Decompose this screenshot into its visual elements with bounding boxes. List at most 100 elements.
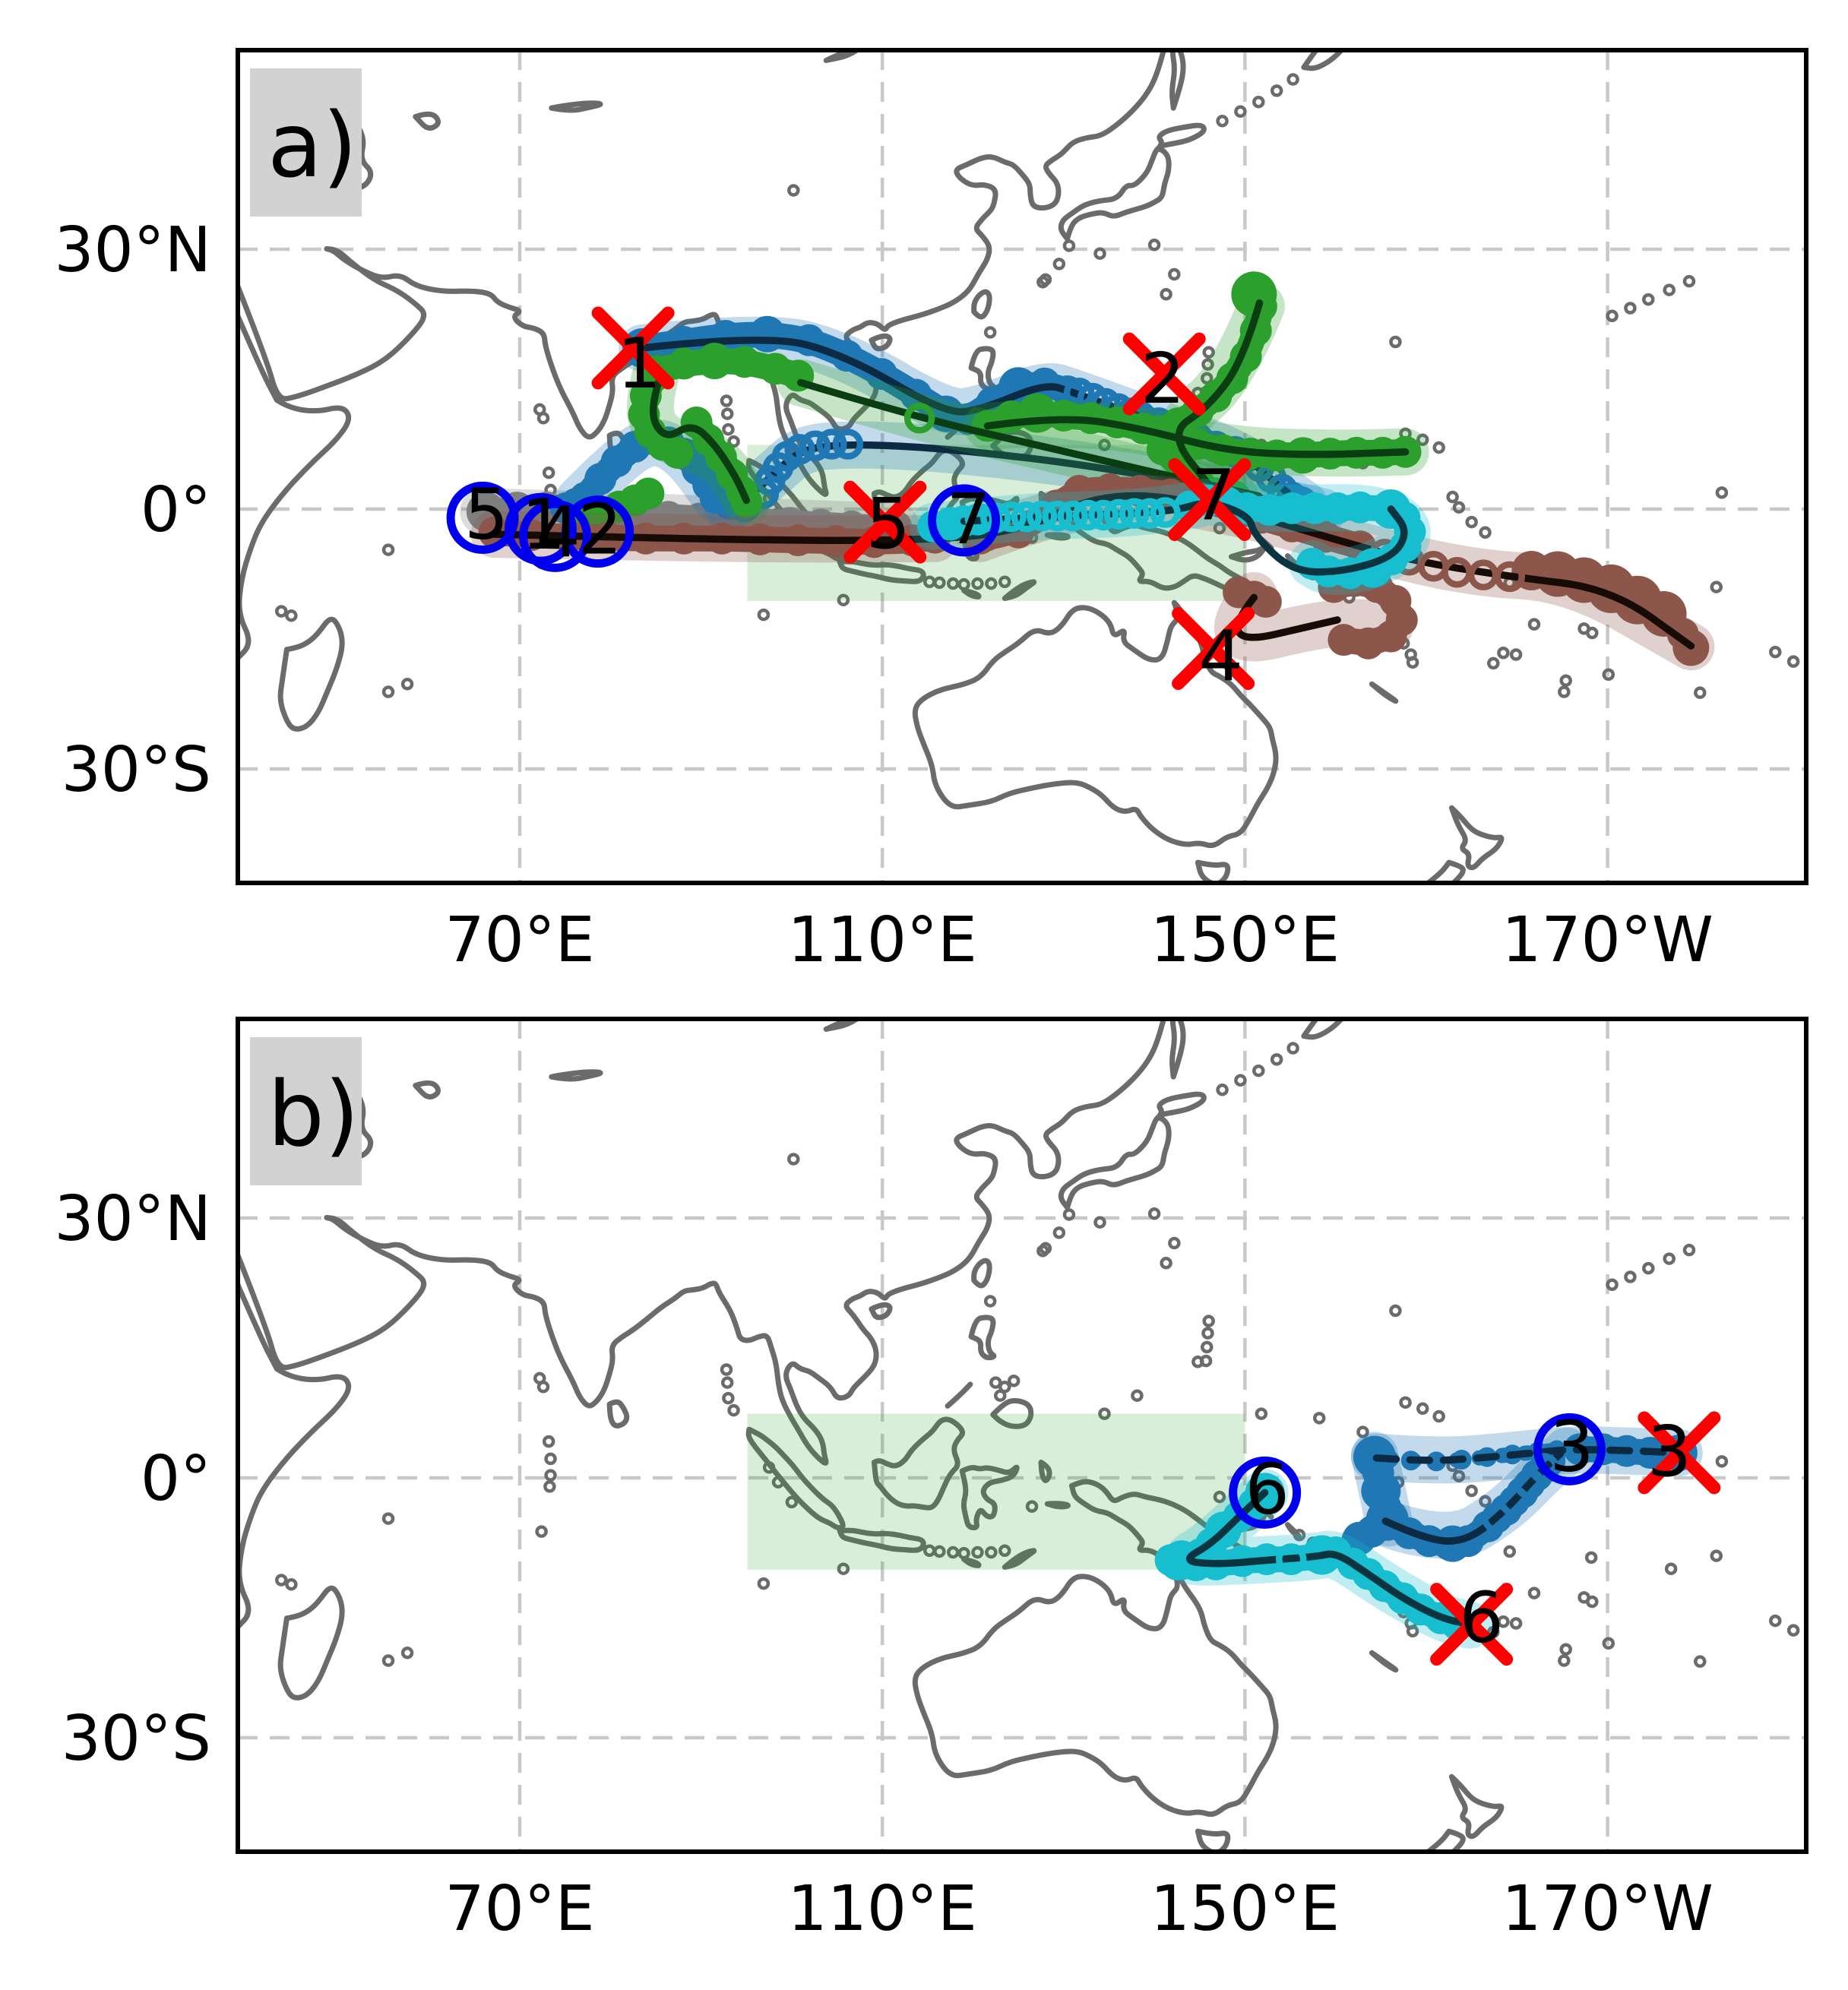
island-dot bbox=[837, 1562, 850, 1575]
island-dot bbox=[400, 1647, 414, 1659]
coastline bbox=[549, 100, 603, 113]
island-dot bbox=[542, 1435, 555, 1448]
x-tick-label: 70°E bbox=[445, 904, 594, 976]
track-blob bbox=[748, 315, 786, 353]
end-cross-3 bbox=[1638, 1411, 1721, 1495]
coastline bbox=[238, 50, 1167, 497]
coastline bbox=[1448, 805, 1505, 871]
island-dot bbox=[1406, 656, 1419, 669]
track-bead bbox=[1321, 492, 1354, 524]
island-dot bbox=[787, 184, 800, 197]
island-dot bbox=[1062, 239, 1076, 252]
x-tick-label: 170°W bbox=[1502, 904, 1714, 976]
coastline bbox=[1423, 1828, 1466, 1852]
island-dot bbox=[1389, 1304, 1402, 1318]
island-dot bbox=[1147, 239, 1161, 252]
track-ring-marker bbox=[1011, 501, 1043, 533]
island-dot bbox=[274, 1574, 288, 1587]
island-dot bbox=[1586, 1595, 1599, 1609]
island-dot bbox=[1452, 1470, 1466, 1482]
coastline bbox=[1195, 859, 1231, 883]
island-dot bbox=[1356, 1425, 1369, 1438]
island-dot bbox=[1682, 1243, 1696, 1257]
island-dot bbox=[757, 608, 771, 622]
island-dot bbox=[1509, 1617, 1523, 1630]
event-number-label: 7 bbox=[1191, 454, 1236, 536]
island-dot bbox=[985, 577, 998, 590]
island-dot bbox=[1234, 1074, 1247, 1087]
island-dot bbox=[544, 1452, 557, 1466]
coastline bbox=[823, 1019, 862, 1032]
end-cross-5 bbox=[843, 480, 927, 564]
coastline bbox=[1301, 50, 1345, 71]
island-dot bbox=[1416, 433, 1429, 447]
island-dot bbox=[720, 394, 733, 407]
coastline bbox=[1058, 1091, 1207, 1210]
coastline bbox=[869, 333, 893, 352]
end-cross-1 bbox=[591, 306, 675, 390]
track-ring-marker bbox=[799, 430, 831, 462]
panel-a-label: a) bbox=[267, 93, 357, 198]
island-dot bbox=[544, 1469, 557, 1482]
island-dot bbox=[947, 577, 960, 590]
island-dot bbox=[1098, 438, 1111, 451]
island-dot bbox=[285, 1577, 298, 1591]
panel-b-border bbox=[236, 1017, 1808, 1854]
island-dot bbox=[1527, 1587, 1541, 1599]
island-dot bbox=[998, 575, 1011, 589]
island-dot bbox=[1201, 1340, 1214, 1354]
coastline bbox=[1369, 681, 1399, 704]
island-dot bbox=[933, 1545, 946, 1558]
island-dot bbox=[722, 1391, 735, 1405]
event-number-label: 4 bbox=[1198, 616, 1243, 698]
coastline bbox=[1423, 859, 1466, 883]
coastline bbox=[1038, 1460, 1052, 1483]
track-ring-marker bbox=[1481, 1502, 1513, 1533]
track-ring-marker bbox=[1026, 500, 1058, 532]
coastline bbox=[869, 1302, 893, 1321]
island-dot bbox=[720, 1376, 734, 1389]
island-dot bbox=[1602, 668, 1615, 681]
coastline bbox=[1195, 1828, 1231, 1852]
track-ring-marker bbox=[1103, 498, 1134, 530]
track-blob bbox=[1342, 1521, 1376, 1555]
track-bead bbox=[1276, 492, 1308, 524]
island-dot bbox=[1606, 309, 1619, 323]
event-number-label: 4 bbox=[536, 492, 581, 573]
island-dot bbox=[1452, 501, 1466, 514]
island-dot bbox=[1624, 302, 1637, 315]
track-blob bbox=[933, 507, 967, 541]
track-ring-marker bbox=[1042, 500, 1073, 532]
island-dot bbox=[1312, 1412, 1326, 1425]
island-dot bbox=[1465, 515, 1478, 529]
island-dot bbox=[1052, 258, 1066, 271]
island-dot bbox=[1487, 1625, 1500, 1639]
island-dot bbox=[771, 1476, 785, 1489]
island-dot bbox=[1252, 1064, 1265, 1077]
island-dot bbox=[1663, 283, 1676, 296]
island-dot bbox=[1147, 1207, 1161, 1220]
event-number-label: 3 bbox=[1647, 1411, 1692, 1492]
island-dot bbox=[720, 1363, 733, 1376]
island-dot bbox=[1432, 1409, 1445, 1423]
island-dot bbox=[1052, 1226, 1066, 1239]
island-dot bbox=[1503, 1545, 1517, 1558]
island-dot bbox=[1786, 1624, 1800, 1637]
island-dot bbox=[1786, 655, 1800, 668]
island-dot bbox=[1234, 105, 1247, 118]
track-ring-marker bbox=[1134, 498, 1166, 529]
track-blue-event-3 bbox=[1341, 1426, 1703, 1562]
island-dot bbox=[1487, 656, 1500, 670]
island-dot bbox=[533, 1371, 546, 1385]
island-dot bbox=[535, 1525, 548, 1538]
coastline bbox=[971, 289, 992, 320]
event-number-label: 3 bbox=[1549, 1406, 1594, 1487]
coastline bbox=[1301, 1019, 1345, 1040]
end-cross-2 bbox=[1122, 332, 1206, 416]
y-tick-label: 0° bbox=[141, 474, 211, 546]
island-dot bbox=[1465, 1484, 1478, 1498]
track-bead bbox=[632, 477, 665, 510]
island-dot bbox=[1715, 486, 1729, 499]
